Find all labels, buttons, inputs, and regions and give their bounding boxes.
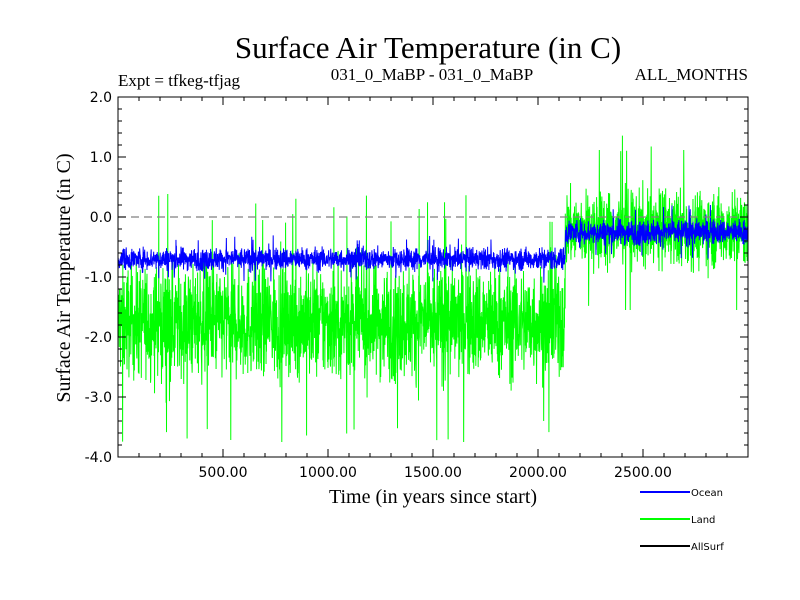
x-tick-label: 500.00 [199,465,248,481]
x-tick-label: 2000.00 [509,465,567,481]
y-tick-label: -4.0 [85,450,112,466]
legend-label-allsurf: AllSurf [691,542,724,553]
x-axis-label: Time (in years since start) [329,486,537,508]
x-tick-label: 1500.00 [404,465,462,481]
series-land-line [117,135,749,443]
x-tick-labels: 500.00 1000.00 1500.00 2000.00 2500.00 [199,465,672,481]
x-tick-label: 2500.00 [614,465,672,481]
legend-label-land: Land [691,515,715,526]
y-tick-label: -3.0 [85,390,112,406]
y-tick-label: 1.0 [90,150,112,166]
x-tick-label: 1000.00 [299,465,357,481]
legend-label-ocean: Ocean [691,488,723,499]
series-ocean-line [117,204,749,283]
y-tick-label: -1.0 [85,270,112,286]
period-label: 031_0_MaBP - 031_0_MaBP [331,65,533,84]
legend: Ocean Land AllSurf [640,488,724,553]
y-tick-label: -2.0 [85,330,112,346]
axis-ticks [118,96,748,458]
experiment-label: Expt = tfkeg-tfjag [118,71,240,90]
y-tick-label: 2.0 [90,90,112,106]
y-tick-labels: -4.0 -3.0 -2.0 -1.0 0.0 1.0 2.0 [85,90,112,466]
plot-data [117,135,749,443]
months-label: ALL_MONTHS [635,65,748,84]
y-axis-label: Surface Air Temperature (in C) [53,153,75,402]
y-tick-label: 0.0 [90,210,112,226]
chart-title: Surface Air Temperature (in C) [235,30,621,65]
